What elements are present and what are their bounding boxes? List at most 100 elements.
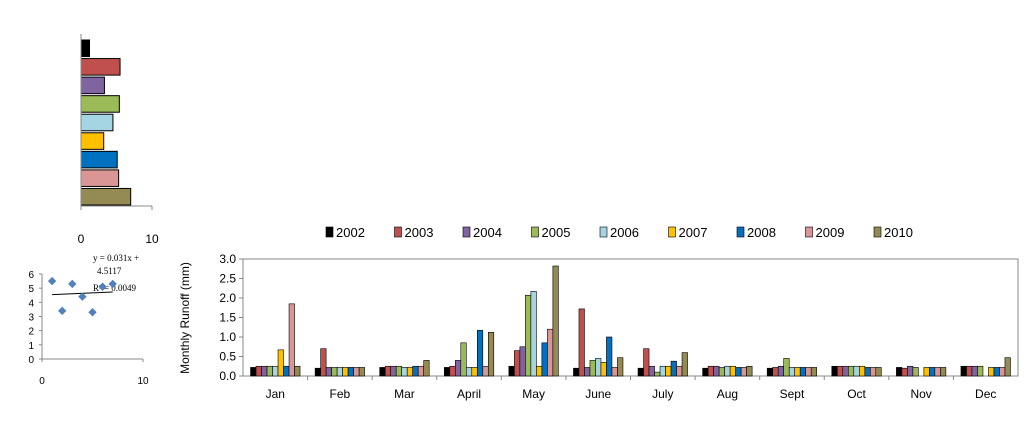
legend-label-2010: 2010 bbox=[884, 225, 913, 240]
bar-2009-april bbox=[482, 365, 489, 377]
hbar-2009 bbox=[80, 169, 120, 187]
hbar-x-tick-label: 10 bbox=[145, 232, 159, 246]
scatter-x-tick-label: 10 bbox=[137, 376, 149, 387]
bar-2004-july bbox=[648, 365, 655, 377]
y-tick-label: 1.0 bbox=[219, 330, 236, 344]
scatter-point bbox=[47, 276, 57, 286]
legend-swatch-2004 bbox=[462, 226, 471, 238]
horizontal-bar-chart: 0 10 bbox=[78, 34, 159, 246]
bar-2002-july bbox=[637, 367, 644, 377]
bar-2002-mar bbox=[379, 367, 386, 377]
scatter-point bbox=[68, 279, 77, 289]
bar-2005-dec bbox=[977, 365, 984, 377]
bar-2010-nov bbox=[940, 367, 947, 377]
x-tick-label-may: May bbox=[522, 387, 545, 401]
legend-label-2006: 2006 bbox=[610, 225, 639, 240]
bar-2003-mar bbox=[384, 365, 392, 377]
bar-2005-july bbox=[654, 371, 661, 377]
bar-2006-sept bbox=[788, 367, 796, 377]
y-tick-label: 2.0 bbox=[219, 291, 236, 305]
bar-2009-jan bbox=[288, 303, 295, 377]
bar-2005-sept bbox=[783, 358, 790, 377]
bar-2008-aug bbox=[735, 367, 742, 377]
bar-2002-aug bbox=[702, 367, 709, 377]
bar-2004-oct bbox=[842, 365, 849, 377]
scatter-y-tick-label: 3 bbox=[28, 313, 34, 324]
scatter-y-tick-label: 0 bbox=[28, 355, 34, 366]
bar-2010-oct bbox=[875, 367, 882, 377]
x-tick-label-june: June bbox=[585, 387, 611, 401]
x-tick-label-july: July bbox=[652, 387, 673, 401]
bar-2003-april bbox=[449, 365, 456, 377]
bar-2003-feb bbox=[320, 348, 327, 377]
bar-2008-jan bbox=[283, 365, 290, 377]
bar-2007-nov bbox=[923, 367, 930, 377]
scatter-point bbox=[108, 279, 117, 289]
hbar-2006 bbox=[80, 113, 114, 132]
bar-2009-may bbox=[547, 328, 554, 377]
bar-2007-may bbox=[536, 365, 543, 377]
bar-2005-may bbox=[525, 294, 532, 377]
bar-2010-jan bbox=[294, 365, 301, 377]
bar-2005-april bbox=[460, 342, 467, 377]
legend-label-2004: 2004 bbox=[473, 225, 502, 240]
bar-2006-may bbox=[530, 291, 537, 377]
scatter-y-tick-label: 5 bbox=[28, 284, 34, 295]
legend-label-2008: 2008 bbox=[747, 225, 776, 240]
bar-2002-sept bbox=[766, 367, 774, 377]
bar-2003-jan bbox=[255, 365, 262, 377]
bar-2009-june bbox=[611, 367, 618, 377]
bar-2007-sept bbox=[794, 367, 801, 377]
hbar-2005 bbox=[80, 95, 120, 113]
bar-2003-nov bbox=[901, 367, 908, 377]
bar-2010-feb bbox=[358, 367, 365, 377]
bar-2010-dec bbox=[1004, 357, 1011, 377]
bar-2008-sept bbox=[799, 367, 807, 377]
bar-2010-may bbox=[552, 265, 559, 377]
bar-2004-april bbox=[454, 360, 462, 377]
scatter-point bbox=[78, 292, 87, 301]
bar-2002-nov bbox=[896, 367, 903, 377]
bar-2009-oct bbox=[869, 367, 877, 377]
legend-label-2005: 2005 bbox=[542, 225, 571, 240]
legend-swatch-2008 bbox=[736, 226, 745, 238]
legend-swatch-2006 bbox=[599, 226, 608, 238]
bar-2005-oct bbox=[847, 365, 855, 377]
bar-2003-july bbox=[643, 348, 650, 377]
hbar-2002 bbox=[80, 39, 91, 58]
y-tick-label: 2.5 bbox=[219, 272, 236, 286]
legend-label-2003: 2003 bbox=[405, 225, 434, 240]
bar-2007-mar bbox=[406, 367, 414, 377]
x-tick-label-april: April bbox=[457, 387, 481, 401]
bar-2008-dec bbox=[993, 367, 1000, 377]
bar-2007-feb bbox=[342, 367, 349, 377]
legend-swatch-2010 bbox=[873, 226, 882, 238]
bar-2008-nov bbox=[929, 367, 936, 377]
bar-2003-sept bbox=[772, 367, 779, 377]
bar-2002-dec bbox=[960, 365, 967, 377]
bar-2004-nov bbox=[907, 365, 914, 377]
bar-2007-oct bbox=[858, 365, 866, 377]
plot-area-border bbox=[242, 258, 1019, 377]
bar-2004-mar bbox=[390, 365, 397, 377]
bar-2003-oct bbox=[836, 365, 844, 377]
legend-swatch-2002 bbox=[325, 226, 334, 238]
bar-2009-july bbox=[676, 365, 683, 377]
bar-2002-april bbox=[443, 367, 451, 377]
bar-2008-june bbox=[606, 336, 613, 377]
bar-2004-feb bbox=[325, 367, 332, 377]
bar-2007-april bbox=[471, 367, 478, 377]
trendline-equation: y = 0.031x + bbox=[93, 253, 139, 263]
bar-2005-june bbox=[589, 360, 596, 377]
y-tick-label: 1.5 bbox=[219, 311, 236, 325]
bar-2007-june bbox=[600, 362, 607, 377]
bar-2002-oct bbox=[831, 365, 838, 377]
bar-2005-jan bbox=[266, 365, 273, 377]
bar-2006-july bbox=[659, 365, 666, 377]
bar-2004-may bbox=[519, 346, 526, 377]
bar-2010-april bbox=[487, 332, 495, 377]
legend-label-2002: 2002 bbox=[336, 225, 365, 240]
bar-2006-aug bbox=[724, 365, 731, 377]
bar-2009-sept bbox=[805, 367, 812, 377]
bar-2005-nov bbox=[912, 367, 919, 377]
